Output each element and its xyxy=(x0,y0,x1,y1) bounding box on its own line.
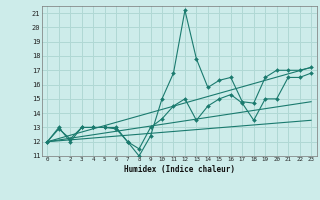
X-axis label: Humidex (Indice chaleur): Humidex (Indice chaleur) xyxy=(124,165,235,174)
